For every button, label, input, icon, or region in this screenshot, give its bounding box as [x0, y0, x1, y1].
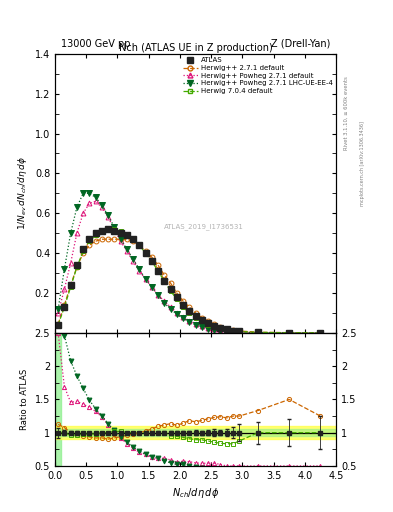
X-axis label: $N_{ch}/d\eta\,d\phi$: $N_{ch}/d\eta\,d\phi$ — [172, 486, 219, 500]
Bar — [55, 430, 336, 436]
Y-axis label: Ratio to ATLAS: Ratio to ATLAS — [20, 369, 29, 430]
Text: ATLAS_2019_I1736531: ATLAS_2019_I1736531 — [164, 224, 244, 230]
Text: Z (Drell-Yan): Z (Drell-Yan) — [271, 39, 331, 49]
Bar — [55, 333, 61, 466]
Title: Nch (ATLAS UE in Z production): Nch (ATLAS UE in Z production) — [119, 43, 272, 53]
Text: Rivet 3.1.10, ≥ 600k events: Rivet 3.1.10, ≥ 600k events — [344, 76, 349, 150]
Text: mcplots.cern.ch [arXiv:1306.3436]: mcplots.cern.ch [arXiv:1306.3436] — [360, 121, 365, 206]
Bar — [55, 426, 336, 439]
Y-axis label: $1/N_{ev}\,dN_{ch}/d\eta\,d\phi$: $1/N_{ev}\,dN_{ch}/d\eta\,d\phi$ — [16, 156, 29, 230]
Text: 13000 GeV pp: 13000 GeV pp — [61, 39, 130, 49]
Legend: ATLAS, Herwig++ 2.7.1 default, Herwig++ Powheg 2.7.1 default, Herwig++ Powheg 2.: ATLAS, Herwig++ 2.7.1 default, Herwig++ … — [183, 57, 332, 94]
